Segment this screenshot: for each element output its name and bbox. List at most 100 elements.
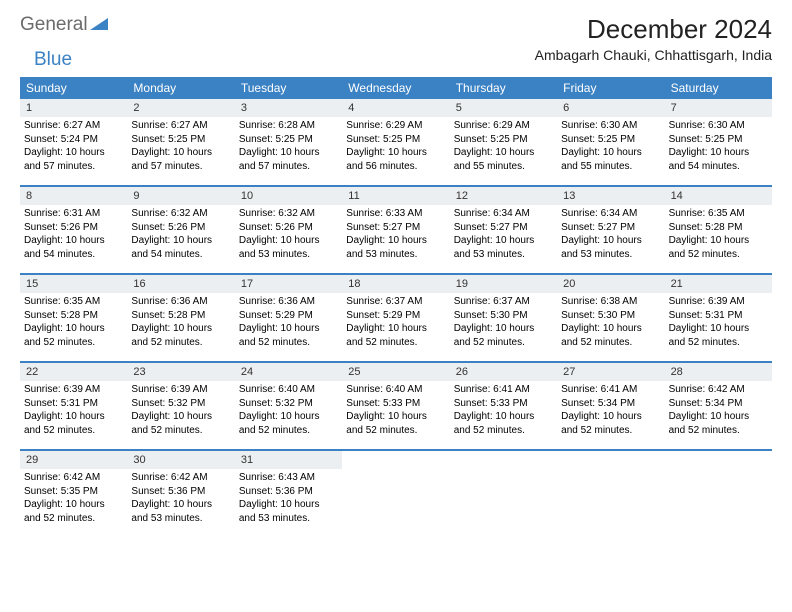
day-number: 18 [342, 275, 449, 293]
day-body: Sunrise: 6:27 AMSunset: 5:25 PMDaylight:… [127, 117, 234, 177]
daylight-text: Daylight: 10 hours and 53 minutes. [239, 234, 338, 261]
day-number: 12 [450, 187, 557, 205]
sunrise-text: Sunrise: 6:35 AM [669, 207, 768, 221]
sunset-text: Sunset: 5:32 PM [131, 397, 230, 411]
day-body: Sunrise: 6:32 AMSunset: 5:26 PMDaylight:… [127, 205, 234, 265]
daylight-text: Daylight: 10 hours and 54 minutes. [669, 146, 768, 173]
day-body: Sunrise: 6:42 AMSunset: 5:35 PMDaylight:… [20, 469, 127, 529]
day-header: Friday [557, 77, 664, 99]
day-number: 25 [342, 363, 449, 381]
sunrise-text: Sunrise: 6:37 AM [454, 295, 553, 309]
sunset-text: Sunset: 5:25 PM [131, 133, 230, 147]
calendar-cell: 12Sunrise: 6:34 AMSunset: 5:27 PMDayligh… [450, 187, 557, 273]
day-body: Sunrise: 6:40 AMSunset: 5:33 PMDaylight:… [342, 381, 449, 441]
logo-text-b: Blue [34, 49, 72, 71]
daylight-text: Daylight: 10 hours and 52 minutes. [239, 410, 338, 437]
day-number: 3 [235, 99, 342, 117]
sunrise-text: Sunrise: 6:28 AM [239, 119, 338, 133]
sunrise-text: Sunrise: 6:31 AM [24, 207, 123, 221]
daylight-text: Daylight: 10 hours and 52 minutes. [24, 498, 123, 525]
sunrise-text: Sunrise: 6:40 AM [346, 383, 445, 397]
day-body: Sunrise: 6:36 AMSunset: 5:28 PMDaylight:… [127, 293, 234, 353]
calendar-cell: 11Sunrise: 6:33 AMSunset: 5:27 PMDayligh… [342, 187, 449, 273]
day-body: Sunrise: 6:28 AMSunset: 5:25 PMDaylight:… [235, 117, 342, 177]
daylight-text: Daylight: 10 hours and 54 minutes. [131, 234, 230, 261]
sunrise-text: Sunrise: 6:27 AM [24, 119, 123, 133]
sunrise-text: Sunrise: 6:42 AM [131, 471, 230, 485]
day-body: Sunrise: 6:29 AMSunset: 5:25 PMDaylight:… [342, 117, 449, 177]
sunrise-text: Sunrise: 6:36 AM [239, 295, 338, 309]
day-number: 20 [557, 275, 664, 293]
day-number: 1 [20, 99, 127, 117]
daylight-text: Daylight: 10 hours and 57 minutes. [131, 146, 230, 173]
calendar-cell: 26Sunrise: 6:41 AMSunset: 5:33 PMDayligh… [450, 363, 557, 449]
day-body: Sunrise: 6:39 AMSunset: 5:31 PMDaylight:… [665, 293, 772, 353]
daylight-text: Daylight: 10 hours and 57 minutes. [239, 146, 338, 173]
day-body: Sunrise: 6:39 AMSunset: 5:31 PMDaylight:… [20, 381, 127, 441]
day-number: 13 [557, 187, 664, 205]
day-number: 28 [665, 363, 772, 381]
day-number: 24 [235, 363, 342, 381]
sunrise-text: Sunrise: 6:33 AM [346, 207, 445, 221]
daylight-text: Daylight: 10 hours and 52 minutes. [561, 410, 660, 437]
day-body: Sunrise: 6:34 AMSunset: 5:27 PMDaylight:… [557, 205, 664, 265]
day-body: Sunrise: 6:30 AMSunset: 5:25 PMDaylight:… [557, 117, 664, 177]
daylight-text: Daylight: 10 hours and 52 minutes. [454, 410, 553, 437]
daylight-text: Daylight: 10 hours and 52 minutes. [669, 322, 768, 349]
daylight-text: Daylight: 10 hours and 52 minutes. [669, 410, 768, 437]
day-body: Sunrise: 6:34 AMSunset: 5:27 PMDaylight:… [450, 205, 557, 265]
day-number: 9 [127, 187, 234, 205]
day-body: Sunrise: 6:39 AMSunset: 5:32 PMDaylight:… [127, 381, 234, 441]
day-header: Sunday [20, 77, 127, 99]
day-body: Sunrise: 6:29 AMSunset: 5:25 PMDaylight:… [450, 117, 557, 177]
day-number: 23 [127, 363, 234, 381]
day-header: Monday [127, 77, 234, 99]
sunrise-text: Sunrise: 6:29 AM [454, 119, 553, 133]
calendar-cell: 18Sunrise: 6:37 AMSunset: 5:29 PMDayligh… [342, 275, 449, 361]
sunrise-text: Sunrise: 6:29 AM [346, 119, 445, 133]
sunset-text: Sunset: 5:35 PM [24, 485, 123, 499]
sunset-text: Sunset: 5:25 PM [239, 133, 338, 147]
day-body: Sunrise: 6:38 AMSunset: 5:30 PMDaylight:… [557, 293, 664, 353]
day-body: Sunrise: 6:32 AMSunset: 5:26 PMDaylight:… [235, 205, 342, 265]
day-header: Thursday [450, 77, 557, 99]
sunrise-text: Sunrise: 6:32 AM [239, 207, 338, 221]
day-number: 15 [20, 275, 127, 293]
calendar-cell: 30Sunrise: 6:42 AMSunset: 5:36 PMDayligh… [127, 451, 234, 537]
sunrise-text: Sunrise: 6:43 AM [239, 471, 338, 485]
sunset-text: Sunset: 5:27 PM [454, 221, 553, 235]
daylight-text: Daylight: 10 hours and 53 minutes. [239, 498, 338, 525]
sunrise-text: Sunrise: 6:38 AM [561, 295, 660, 309]
sunset-text: Sunset: 5:25 PM [669, 133, 768, 147]
day-body: Sunrise: 6:31 AMSunset: 5:26 PMDaylight:… [20, 205, 127, 265]
sunset-text: Sunset: 5:24 PM [24, 133, 123, 147]
daylight-text: Daylight: 10 hours and 52 minutes. [669, 234, 768, 261]
day-body: Sunrise: 6:41 AMSunset: 5:33 PMDaylight:… [450, 381, 557, 441]
sunrise-text: Sunrise: 6:40 AM [239, 383, 338, 397]
sunrise-text: Sunrise: 6:39 AM [24, 383, 123, 397]
day-body: Sunrise: 6:35 AMSunset: 5:28 PMDaylight:… [20, 293, 127, 353]
calendar-cell: 20Sunrise: 6:38 AMSunset: 5:30 PMDayligh… [557, 275, 664, 361]
calendar-cell: 1Sunrise: 6:27 AMSunset: 5:24 PMDaylight… [20, 99, 127, 185]
day-number: 17 [235, 275, 342, 293]
calendar-cell: 25Sunrise: 6:40 AMSunset: 5:33 PMDayligh… [342, 363, 449, 449]
calendar-cell: 24Sunrise: 6:40 AMSunset: 5:32 PMDayligh… [235, 363, 342, 449]
calendar-cell: 16Sunrise: 6:36 AMSunset: 5:28 PMDayligh… [127, 275, 234, 361]
day-number: 4 [342, 99, 449, 117]
calendar-cell: 28Sunrise: 6:42 AMSunset: 5:34 PMDayligh… [665, 363, 772, 449]
day-number: 29 [20, 451, 127, 469]
month-title: December 2024 [535, 14, 772, 45]
calendar-cell: 13Sunrise: 6:34 AMSunset: 5:27 PMDayligh… [557, 187, 664, 273]
day-number: 27 [557, 363, 664, 381]
calendar-cell: 27Sunrise: 6:41 AMSunset: 5:34 PMDayligh… [557, 363, 664, 449]
sunset-text: Sunset: 5:29 PM [239, 309, 338, 323]
sunset-text: Sunset: 5:27 PM [561, 221, 660, 235]
sunset-text: Sunset: 5:26 PM [24, 221, 123, 235]
sunset-text: Sunset: 5:34 PM [669, 397, 768, 411]
calendar-cell: 8Sunrise: 6:31 AMSunset: 5:26 PMDaylight… [20, 187, 127, 273]
sunset-text: Sunset: 5:27 PM [346, 221, 445, 235]
day-body: Sunrise: 6:41 AMSunset: 5:34 PMDaylight:… [557, 381, 664, 441]
daylight-text: Daylight: 10 hours and 53 minutes. [454, 234, 553, 261]
sunset-text: Sunset: 5:30 PM [561, 309, 660, 323]
sunset-text: Sunset: 5:29 PM [346, 309, 445, 323]
